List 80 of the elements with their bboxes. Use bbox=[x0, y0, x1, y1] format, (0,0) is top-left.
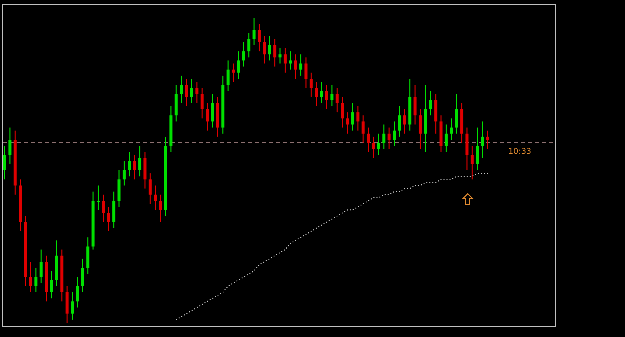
candlestick bbox=[388, 127, 391, 150]
candlestick bbox=[8, 127, 12, 165]
candlestick bbox=[434, 94, 438, 134]
candlestick bbox=[304, 57, 308, 89]
candlestick bbox=[300, 54, 303, 76]
candlestick bbox=[211, 94, 214, 128]
candlestick bbox=[310, 72, 313, 98]
candlestick bbox=[112, 191, 116, 229]
candlestick bbox=[278, 48, 282, 64]
candlestick bbox=[450, 118, 454, 140]
candlestick bbox=[118, 170, 121, 208]
candlestick bbox=[66, 286, 69, 324]
candlestick bbox=[185, 78, 188, 107]
candlestick bbox=[226, 60, 230, 92]
candlestick bbox=[29, 262, 32, 293]
candlestick bbox=[174, 84, 178, 122]
candlestick bbox=[76, 276, 80, 308]
candlestick bbox=[486, 130, 490, 150]
candlestick bbox=[96, 185, 100, 211]
candlestick bbox=[232, 63, 236, 83]
candlestick bbox=[393, 121, 396, 147]
candlestick bbox=[455, 94, 458, 134]
candlestick bbox=[144, 152, 147, 190]
candlestick bbox=[107, 206, 110, 232]
candlestick bbox=[351, 102, 354, 132]
candlestick bbox=[180, 75, 184, 104]
candlestick bbox=[86, 237, 90, 275]
candlestick bbox=[341, 96, 344, 128]
candlestick bbox=[403, 109, 406, 134]
candlestick bbox=[4, 146, 6, 180]
candlestick bbox=[398, 106, 402, 138]
candlestick bbox=[470, 146, 474, 180]
candlestick bbox=[122, 160, 126, 186]
candlestick bbox=[481, 121, 484, 159]
candlestick bbox=[196, 82, 199, 104]
candlestick bbox=[248, 32, 251, 58]
candlestick bbox=[274, 38, 277, 68]
candlestick bbox=[346, 112, 350, 134]
candlestick bbox=[414, 84, 417, 126]
candlestick bbox=[377, 133, 380, 156]
candlestick bbox=[258, 24, 261, 52]
candlestick bbox=[242, 42, 246, 68]
candlestick bbox=[263, 36, 266, 64]
candlestick bbox=[50, 270, 54, 300]
candlestick bbox=[128, 152, 132, 178]
candlestick bbox=[190, 78, 194, 104]
candlestick bbox=[315, 82, 318, 107]
candlestick bbox=[362, 115, 365, 144]
candlestick bbox=[444, 124, 448, 153]
candlestick bbox=[200, 88, 204, 120]
candlestick bbox=[138, 146, 142, 178]
candlestick bbox=[133, 154, 136, 180]
candlestick bbox=[476, 127, 480, 171]
candlestick bbox=[40, 249, 43, 284]
candlestick bbox=[356, 106, 360, 132]
candlestick bbox=[154, 185, 158, 211]
candlestick bbox=[289, 51, 292, 70]
candlestick bbox=[34, 268, 38, 293]
candlestick bbox=[320, 82, 324, 104]
candlestick bbox=[372, 136, 376, 159]
candlestick bbox=[382, 124, 386, 150]
candlestick bbox=[71, 292, 74, 320]
candlestick bbox=[326, 84, 328, 110]
candlestick bbox=[336, 88, 339, 114]
candlestick bbox=[159, 194, 162, 223]
candlestick bbox=[418, 109, 422, 150]
candlestick bbox=[284, 48, 287, 74]
candlestick bbox=[206, 102, 210, 132]
candlestick bbox=[148, 173, 152, 205]
candlestick bbox=[367, 127, 370, 153]
candlestick bbox=[466, 127, 469, 171]
candlestick bbox=[294, 54, 298, 80]
candlestick bbox=[81, 258, 84, 293]
candlestick bbox=[429, 90, 432, 116]
candlestick bbox=[330, 84, 334, 107]
candlestick bbox=[268, 36, 272, 62]
candlestick bbox=[252, 18, 256, 46]
candlestick bbox=[102, 194, 106, 223]
text: 10:33 bbox=[508, 147, 532, 156]
candlestick bbox=[237, 51, 240, 80]
